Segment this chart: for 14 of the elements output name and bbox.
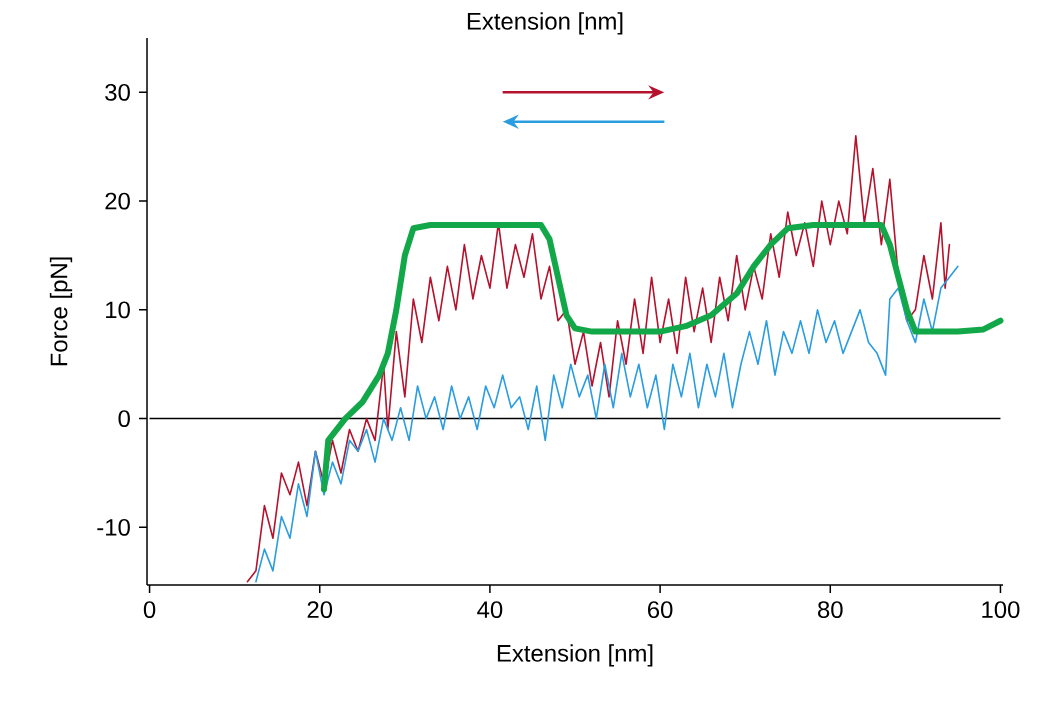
- y-tick-label: 30: [105, 83, 130, 101]
- y-axis-title: Force [pN]: [49, 257, 73, 366]
- x-tick-label: 60: [648, 601, 673, 619]
- y-tick-label: -10: [97, 518, 130, 536]
- x-tick-label: 20: [307, 601, 333, 619]
- y-tick-label: 0: [118, 410, 130, 428]
- x-tick-label: 100: [982, 601, 1020, 619]
- y-tick-label: 20: [105, 192, 130, 210]
- x-axis-title: Extension [nm]: [497, 644, 653, 667]
- y-tick-label: 10: [106, 301, 130, 319]
- text: Extension [nm]: [467, 12, 623, 35]
- x-tick-label: 0: [143, 601, 156, 619]
- x-tick-label: 40: [477, 601, 503, 619]
- x-tick-label: 80: [818, 601, 843, 619]
